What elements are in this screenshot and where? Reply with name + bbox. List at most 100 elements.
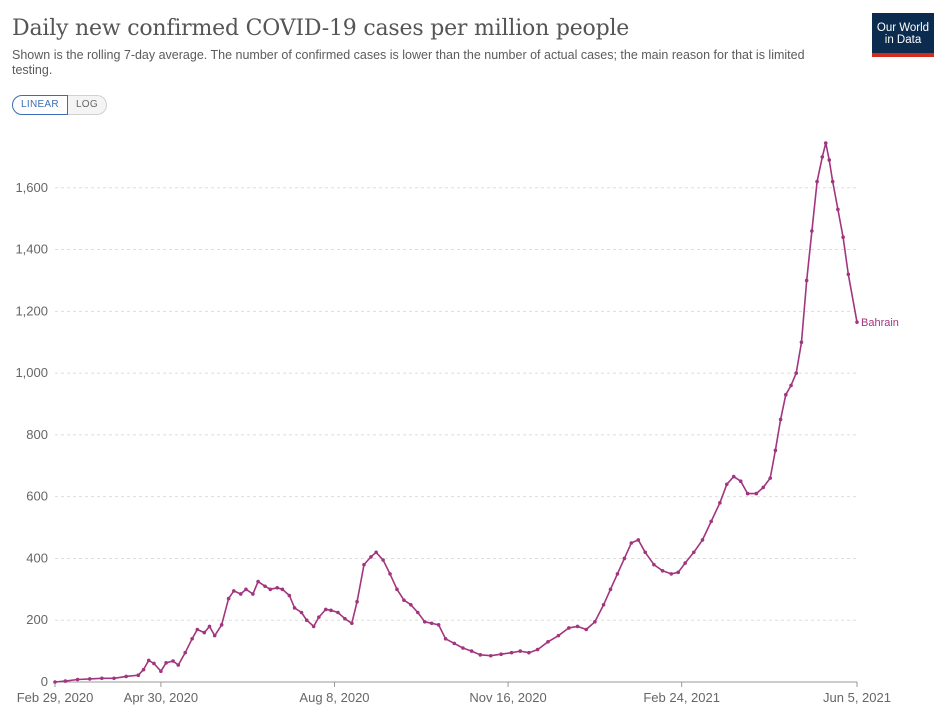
- owid-logo[interactable]: Our World in Data: [872, 13, 934, 57]
- x-tick-label-3: Nov 16, 2020: [469, 690, 546, 705]
- data-point-22: [226, 596, 231, 601]
- data-point-14: [176, 663, 181, 667]
- data-point-103: [810, 229, 814, 233]
- data-point-85: [692, 550, 696, 555]
- data-point-64: [518, 649, 523, 653]
- y-tick-label-1600: 1,600: [15, 180, 48, 195]
- data-point-99: [789, 383, 793, 388]
- data-point-70: [575, 624, 580, 629]
- data-point-72: [593, 619, 597, 624]
- data-point-24: [238, 592, 243, 596]
- data-point-23: [232, 589, 236, 593]
- data-point-35: [304, 618, 309, 623]
- data-point-96: [773, 448, 778, 453]
- data-point-45: [369, 555, 373, 559]
- data-point-46: [374, 550, 378, 555]
- data-point-101: [799, 340, 804, 345]
- data-point-83: [676, 570, 680, 575]
- data-point-10: [152, 661, 156, 666]
- data-point-89: [725, 482, 729, 487]
- y-tick-label-1200: 1,200: [15, 303, 48, 318]
- data-point-81: [660, 569, 665, 573]
- data-point-68: [556, 633, 561, 638]
- logo-line-1: Our World: [876, 22, 930, 34]
- data-point-3: [87, 677, 92, 681]
- data-point-55: [436, 623, 441, 627]
- data-point-105: [820, 155, 825, 159]
- data-point-19: [207, 624, 212, 629]
- data-point-69: [567, 626, 571, 630]
- data-point-67: [546, 640, 550, 644]
- y-tick-label-400: 400: [26, 550, 48, 565]
- data-point-66: [535, 647, 540, 652]
- x-tick-label-4: Feb 24, 2021: [643, 690, 720, 705]
- scale-toggle: LINEAR LOG: [12, 95, 107, 115]
- data-point-108: [830, 179, 835, 184]
- data-point-26: [251, 592, 255, 596]
- data-point-42: [350, 621, 354, 626]
- y-tick-label-600: 600: [26, 489, 48, 504]
- data-point-5: [112, 676, 116, 681]
- y-axis-ticks: 0 200 400 600 800 1,000 1,200 1,400 1,600: [15, 180, 48, 689]
- data-point-16: [190, 636, 194, 641]
- data-point-50: [402, 598, 406, 602]
- data-point-93: [754, 491, 759, 496]
- linear-scale-button[interactable]: LINEAR: [12, 95, 68, 115]
- x-axis: Feb 29, 2020 Apr 30, 2020 Aug 8, 2020 Nov 1…: [17, 681, 891, 705]
- y-tick-label-200: 200: [26, 612, 48, 627]
- data-point-76: [622, 556, 627, 561]
- data-point-0: [53, 680, 57, 684]
- data-point-48: [388, 572, 392, 576]
- data-point-107: [827, 158, 832, 162]
- data-point-32: [287, 593, 292, 598]
- data-point-75: [615, 572, 620, 576]
- log-scale-button[interactable]: LOG: [67, 95, 107, 115]
- data-point-61: [488, 653, 493, 658]
- data-point-49: [395, 587, 399, 592]
- data-point-30: [275, 585, 279, 590]
- data-point-90: [731, 474, 736, 479]
- data-point-11: [159, 669, 163, 673]
- data-point-18: [202, 630, 207, 635]
- x-tick-label-2: Aug 8, 2020: [299, 690, 369, 705]
- data-point-88: [718, 501, 722, 505]
- y-tick-label-800: 800: [26, 427, 48, 442]
- data-point-97: [778, 417, 783, 422]
- x-tick-label-0: Feb 29, 2020: [17, 690, 94, 705]
- data-point-80: [652, 562, 656, 567]
- data-point-51: [409, 602, 413, 607]
- data-point-21: [219, 623, 224, 627]
- series-label-bahrain: Bahrain: [861, 317, 899, 329]
- data-point-104: [815, 179, 819, 184]
- data-point-12: [164, 661, 168, 665]
- data-point-8: [141, 667, 146, 672]
- x-tick-label-5: Jun 5, 2021: [823, 690, 891, 705]
- data-point-95: [768, 476, 773, 480]
- data-point-9: [146, 658, 151, 663]
- data-point-111: [846, 272, 851, 277]
- series-bahrain[interactable]: Bahrain: [53, 141, 899, 684]
- data-point-100: [794, 371, 799, 375]
- data-point-4: [100, 676, 104, 681]
- data-point-28: [263, 584, 267, 589]
- y-tick-label-1400: 1,400: [15, 242, 48, 257]
- series-line-bahrain: [54, 142, 858, 683]
- data-point-17: [195, 627, 200, 632]
- data-point-60: [478, 653, 483, 657]
- data-point-38: [324, 607, 328, 612]
- data-point-15: [183, 650, 187, 655]
- data-point-65: [527, 650, 531, 655]
- data-point-59: [469, 649, 474, 653]
- data-point-58: [461, 646, 465, 650]
- data-point-74: [608, 587, 613, 592]
- y-tick-label-0: 0: [41, 674, 48, 689]
- data-point-57: [452, 641, 457, 646]
- data-point-36: [311, 624, 316, 629]
- data-point-86: [700, 538, 705, 542]
- chart-subtitle: Shown is the rolling 7-day average. The …: [12, 48, 805, 77]
- data-point-2: [75, 677, 80, 682]
- y-tick-label-1000: 1,000: [15, 365, 48, 380]
- data-point-44: [362, 562, 366, 567]
- data-point-41: [343, 616, 347, 621]
- data-point-25: [244, 587, 248, 592]
